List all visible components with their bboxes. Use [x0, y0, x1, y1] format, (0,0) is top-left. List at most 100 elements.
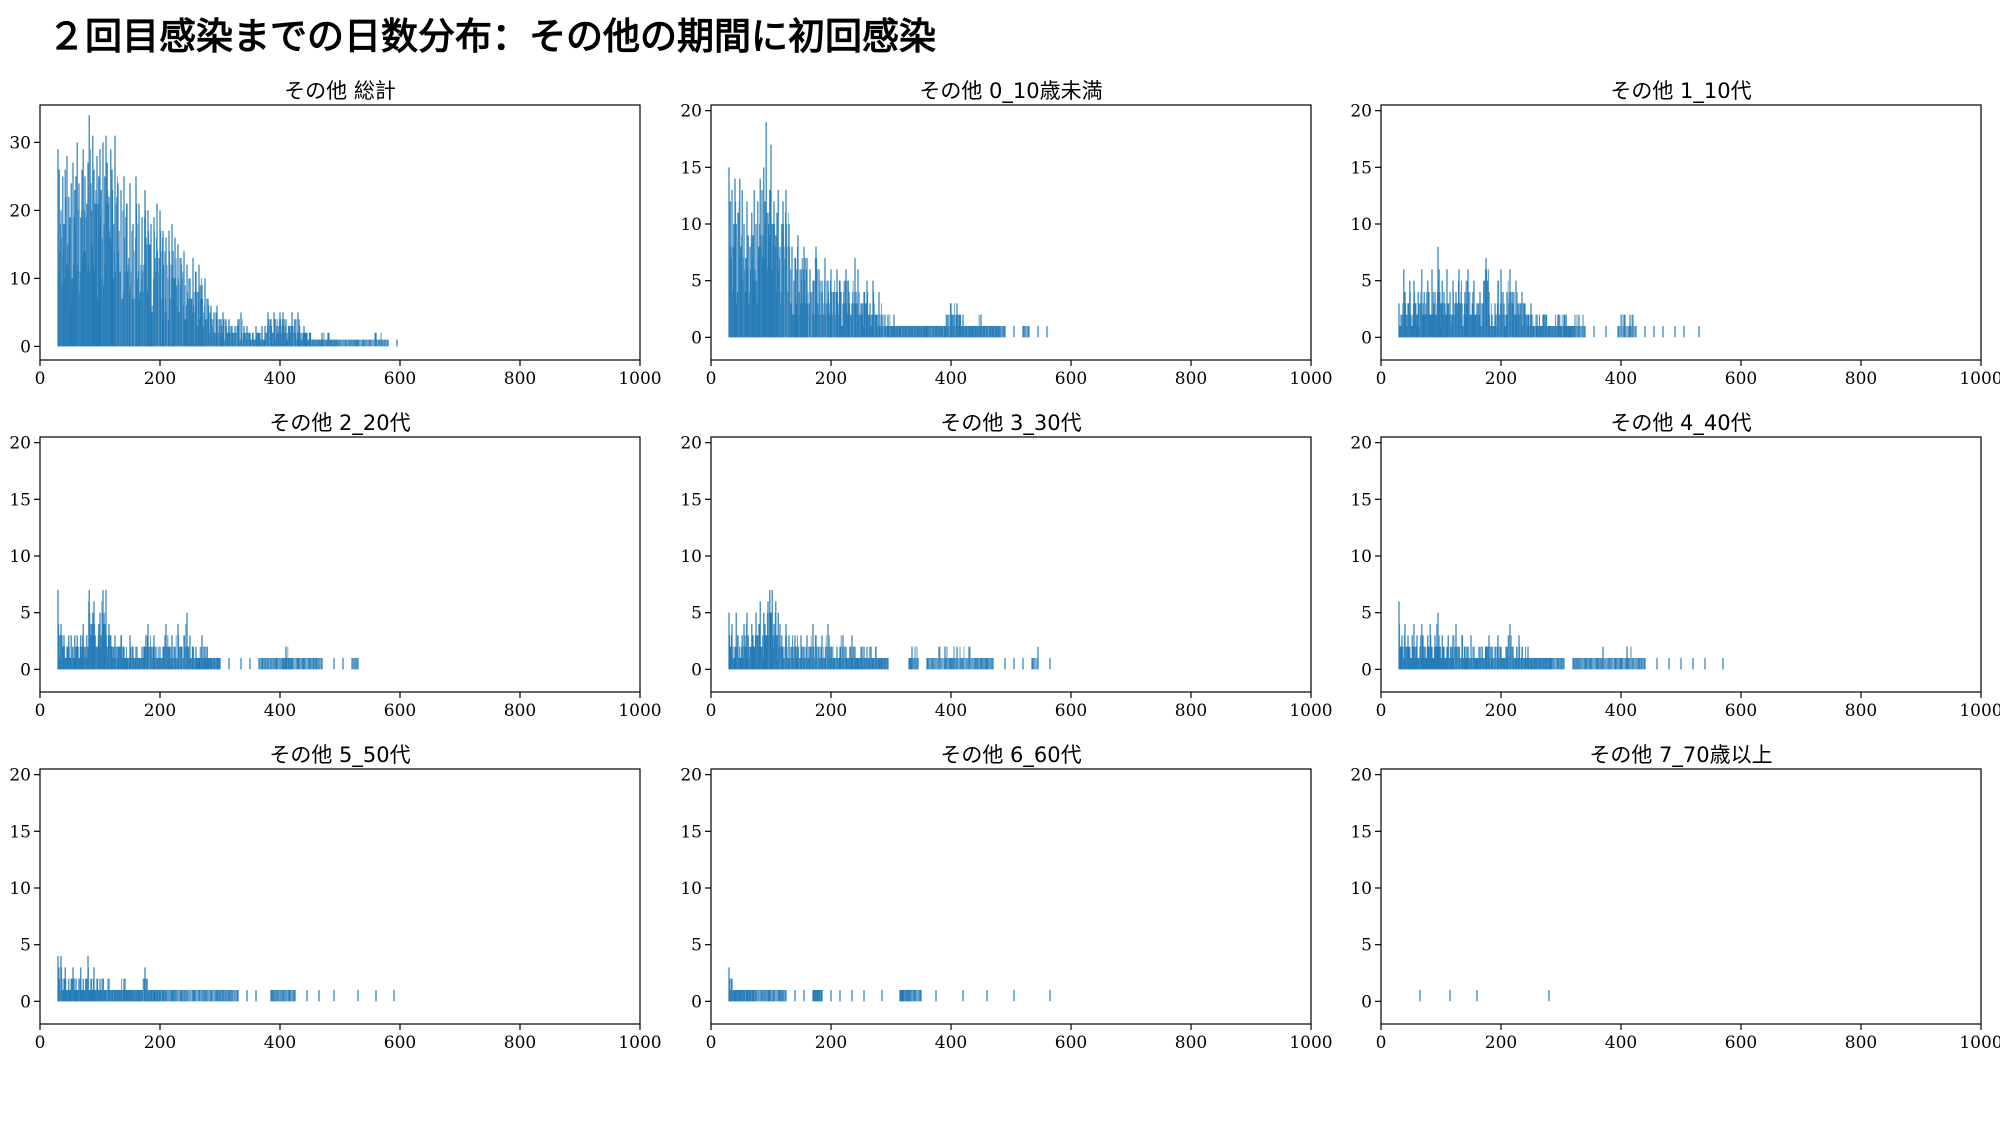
y-tick-label: 0 — [691, 992, 702, 1012]
x-tick-label: 200 — [815, 1033, 847, 1053]
x-tick-label: 400 — [1605, 701, 1637, 721]
x-tick-label: 0 — [706, 701, 717, 721]
x-tick-label: 800 — [1845, 701, 1877, 721]
y-tick-label: 10 — [1350, 879, 1372, 899]
x-tick-label: 1000 — [1289, 369, 1332, 389]
y-tick-label: 5 — [20, 604, 31, 624]
subplot-title: その他 4_40代 — [1610, 411, 1751, 436]
x-tick-label: 400 — [1605, 369, 1637, 389]
y-tick-label: 20 — [1350, 434, 1372, 454]
y-tick-label: 5 — [20, 936, 31, 956]
subplot-title: その他 7_70歳以上 — [1589, 743, 1772, 768]
x-tick-label: 800 — [1175, 369, 1207, 389]
x-tick-label: 400 — [1605, 1033, 1637, 1053]
x-tick-label: 800 — [1175, 1033, 1207, 1053]
x-tick-label: 0 — [35, 369, 46, 389]
x-tick-label: 0 — [1376, 1033, 1387, 1053]
y-tick-label: 5 — [691, 272, 702, 292]
x-tick-label: 600 — [1055, 701, 1087, 721]
x-tick-label: 200 — [144, 701, 176, 721]
y-tick-label: 5 — [1361, 272, 1372, 292]
x-tick-label: 400 — [935, 701, 967, 721]
y-tick-label: 5 — [691, 604, 702, 624]
axes-frame — [710, 768, 1312, 1025]
y-tick-label: 15 — [1350, 158, 1372, 178]
x-tick-label: 1000 — [1959, 369, 2000, 389]
axes-frame — [39, 104, 641, 361]
subplot-9: その他 7_70歳以上 0 200 400 600 800 1000 0 5 10 15 20 — [1350, 743, 2000, 1053]
y-tick-label: 0 — [1361, 328, 1372, 348]
y-tick-label: 10 — [9, 269, 31, 289]
x-tick-label: 0 — [706, 1033, 717, 1053]
x-tick-label: 200 — [1485, 701, 1517, 721]
x-tick-label: 400 — [935, 1033, 967, 1053]
x-tick-label: 200 — [1485, 1033, 1517, 1053]
y-tick-label: 20 — [680, 434, 702, 454]
subplot-1: その他 総計 0 200 400 600 800 1000 0 10 20 30 — [9, 79, 661, 389]
y-tick-label: 20 — [9, 766, 31, 786]
x-tick-label: 800 — [504, 701, 536, 721]
x-tick-label: 200 — [144, 1033, 176, 1053]
y-tick-label: 20 — [9, 201, 31, 221]
x-tick-label: 600 — [1725, 1033, 1757, 1053]
subplot-6: その他 4_40代 0 200 400 600 800 1000 0 5 10 15 20 — [1350, 411, 2000, 721]
y-tick-label: 10 — [680, 879, 702, 899]
bar-series — [728, 122, 1048, 338]
x-tick-label: 800 — [1845, 369, 1877, 389]
y-tick-label: 0 — [1361, 660, 1372, 680]
x-tick-label: 0 — [1376, 701, 1387, 721]
bar-series — [1419, 990, 1550, 1002]
bar-series — [728, 967, 1051, 1002]
subplot-title: その他 1_10代 — [1610, 79, 1751, 104]
x-tick-label: 1000 — [1959, 701, 2000, 721]
x-tick-label: 0 — [35, 701, 46, 721]
bar-series — [1398, 601, 1724, 670]
y-tick-label: 0 — [20, 337, 31, 357]
y-tick-label: 20 — [680, 102, 702, 122]
subplot-4: その他 2_20代 0 200 400 600 800 1000 0 5 10 15 20 — [9, 411, 661, 721]
y-tick-label: 0 — [691, 328, 702, 348]
y-tick-label: 15 — [680, 490, 702, 510]
x-tick-label: 800 — [1175, 701, 1207, 721]
subplot-title: その他 0_10歳未満 — [919, 79, 1102, 104]
y-tick-label: 15 — [680, 158, 702, 178]
x-tick-label: 0 — [35, 1033, 46, 1053]
subplot-3: その他 1_10代 0 200 400 600 800 1000 0 5 10 15 20 — [1350, 79, 2000, 389]
y-tick-label: 0 — [691, 660, 702, 680]
x-tick-label: 0 — [1376, 369, 1387, 389]
x-tick-label: 800 — [504, 369, 536, 389]
bar-series — [57, 956, 395, 1002]
bar-series — [728, 590, 1051, 670]
y-tick-label: 0 — [1361, 992, 1372, 1012]
x-tick-label: 200 — [144, 369, 176, 389]
x-tick-label: 400 — [264, 369, 296, 389]
y-tick-label: 20 — [680, 766, 702, 786]
subplot-title: その他 6_60代 — [940, 743, 1081, 768]
x-tick-label: 1000 — [1959, 1033, 2000, 1053]
y-tick-label: 5 — [1361, 604, 1372, 624]
x-tick-label: 600 — [1725, 701, 1757, 721]
subplot-8: その他 6_60代 0 200 400 600 800 1000 0 5 10 15 20 — [680, 743, 1332, 1053]
x-tick-label: 600 — [1055, 369, 1087, 389]
y-tick-label: 10 — [1350, 547, 1372, 567]
subplot-5: その他 3_30代 0 200 400 600 800 1000 0 5 10 15 20 — [680, 411, 1332, 721]
x-tick-label: 400 — [264, 701, 296, 721]
y-tick-label: 0 — [20, 992, 31, 1012]
y-tick-label: 10 — [9, 547, 31, 567]
y-tick-label: 5 — [691, 936, 702, 956]
y-tick-label: 20 — [1350, 766, 1372, 786]
subplot-title: その他 5_50代 — [269, 743, 410, 768]
x-tick-label: 1000 — [1289, 701, 1332, 721]
y-tick-label: 20 — [1350, 102, 1372, 122]
axes-frame — [1380, 768, 1982, 1025]
y-tick-label: 10 — [1350, 215, 1372, 235]
y-tick-label: 10 — [9, 879, 31, 899]
y-tick-label: 15 — [1350, 490, 1372, 510]
bar-series — [1398, 246, 1700, 338]
axes-frame — [1380, 104, 1982, 361]
subplot-title: その他 3_30代 — [940, 411, 1081, 436]
subplot-title: その他 2_20代 — [269, 411, 410, 436]
x-tick-label: 1000 — [618, 369, 661, 389]
x-tick-label: 400 — [264, 1033, 296, 1053]
